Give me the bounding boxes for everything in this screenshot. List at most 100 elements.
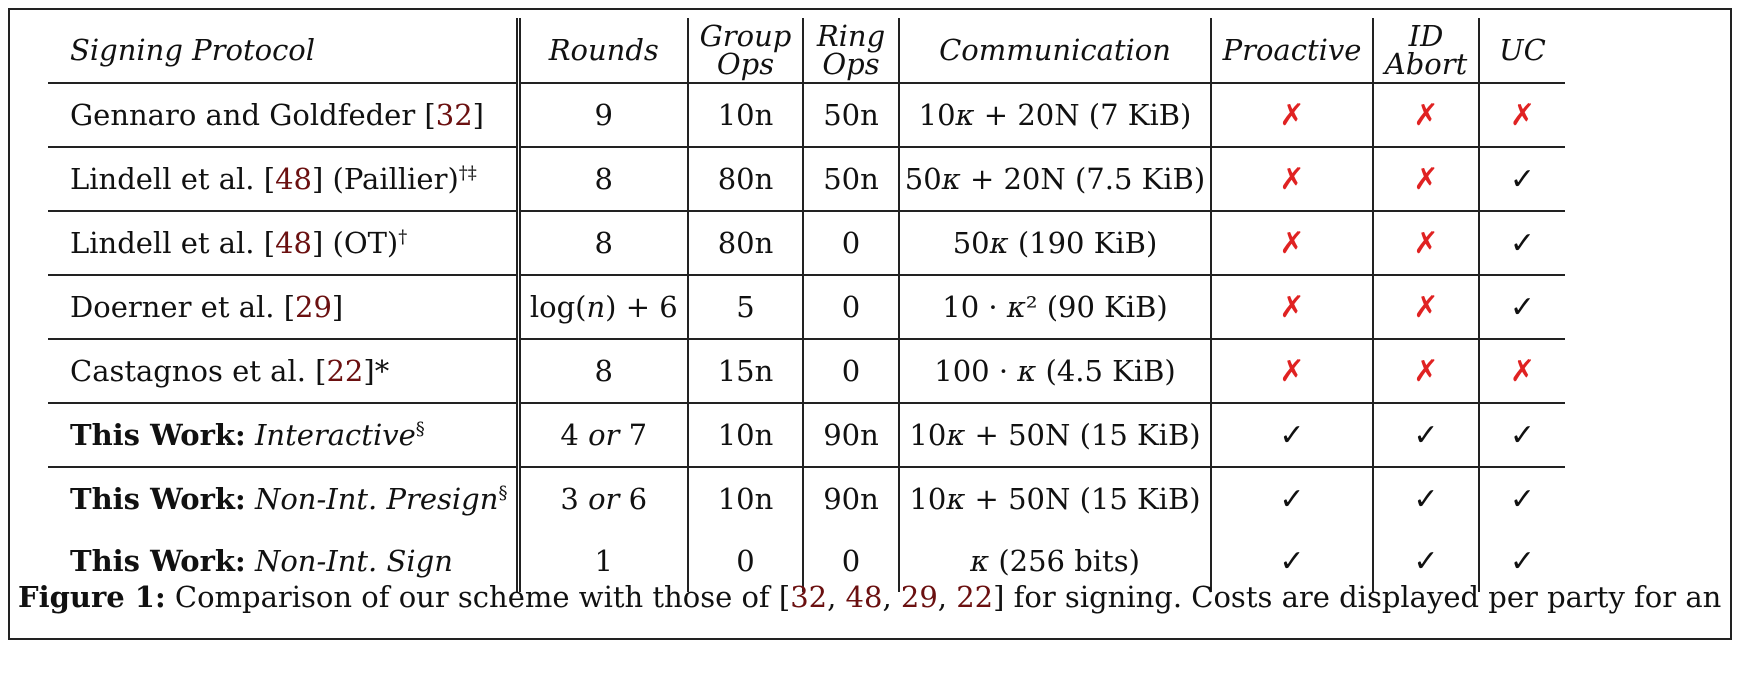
cross-mark-icon: ✗ xyxy=(1279,289,1305,325)
header-group-ops: Group Ops xyxy=(687,18,803,84)
proactive-cell: ✗ xyxy=(1210,147,1373,212)
table-row: Gennaro and Goldfeder [32] 9 10n 50n 10κ… xyxy=(48,83,1565,148)
caption-citation-link[interactable]: 48 xyxy=(845,580,883,614)
cross-mark-icon: ✗ xyxy=(1509,97,1536,133)
header-ring-ops: Ring Ops xyxy=(802,18,899,84)
header-signing-protocol: Signing Protocol xyxy=(48,18,518,84)
id-abort-cell: ✗ xyxy=(1372,147,1479,212)
header-uc: UC xyxy=(1478,18,1565,84)
rounds-cell: 4 or 7 xyxy=(515,403,688,468)
communication-cell: 10κ + 50N (15 KiB) xyxy=(898,403,1211,468)
communication-cell: 50κ + 20N (7.5 KiB) xyxy=(898,147,1211,212)
protocol-name: This Work: Interactive§ xyxy=(48,403,518,468)
caption-text-pre: Comparison of our scheme with those of [ xyxy=(174,580,791,614)
header-proactive: Proactive xyxy=(1210,18,1373,84)
group-ops-cell: 15n xyxy=(687,339,803,404)
citation-link[interactable]: 29 xyxy=(295,290,332,324)
check-mark-icon: ✓ xyxy=(1509,543,1536,579)
rounds-cell: 3 or 6 xyxy=(515,467,688,530)
citation-link[interactable]: 48 xyxy=(275,226,312,260)
caption-citation-link[interactable]: 29 xyxy=(900,580,938,614)
uc-cell: ✓ xyxy=(1478,211,1565,276)
group-ops-cell: 0 xyxy=(687,530,803,592)
check-mark-icon: ✓ xyxy=(1413,417,1439,453)
ring-ops-cell: 90n xyxy=(802,403,899,468)
citation-link[interactable]: 32 xyxy=(435,98,473,132)
this-work-row: This Work: Non-Int. Presign§ 3 or 6 10n … xyxy=(48,467,1565,530)
protocol-name: Lindell et al. [48] (Paillier)†‡ xyxy=(48,147,518,212)
id-abort-cell: ✓ xyxy=(1372,467,1479,530)
table-row: Castagnos et al. [22]* 8 15n 0 100 · κ (… xyxy=(48,339,1565,404)
communication-cell: 10κ + 20N (7 KiB) xyxy=(898,83,1211,148)
rounds-cell: log(n) + 6 xyxy=(515,275,688,340)
protocol-name: This Work: Non-Int. Sign xyxy=(70,544,453,578)
ring-ops-cell: 50n xyxy=(802,147,899,212)
id-abort-cell: ✗ xyxy=(1372,211,1479,276)
proactive-cell: ✗ xyxy=(1210,211,1373,276)
group-ops-cell: 5 xyxy=(687,275,803,340)
id-abort-cell: ✓ xyxy=(1372,403,1479,468)
header-id-abort: ID Abort xyxy=(1372,18,1479,84)
caption-citation-link[interactable]: 32 xyxy=(790,580,828,614)
ring-ops-cell: 0 xyxy=(802,211,899,276)
caption-citations: 32, 48, 29, 22 xyxy=(790,580,994,614)
id-abort-cell: ✗ xyxy=(1372,83,1479,148)
rounds-cell: 8 xyxy=(515,147,688,212)
caption-text-post: ] for signing. Costs are displayed per p… xyxy=(993,580,1722,614)
communication-cell: 10κ + 50N (15 KiB) xyxy=(898,467,1211,530)
this-work-row: This Work: Interactive§ 4 or 7 10n 90n 1… xyxy=(48,403,1565,468)
ring-ops-cell: 0 xyxy=(802,275,899,340)
communication-cell: 10 · κ² (90 KiB) xyxy=(898,275,1211,340)
check-mark-icon: ✓ xyxy=(1509,161,1536,197)
cross-mark-icon: ✗ xyxy=(1413,289,1439,325)
check-mark-icon: ✓ xyxy=(1413,543,1439,579)
proactive-cell: ✗ xyxy=(1210,339,1373,404)
check-mark-icon: ✓ xyxy=(1509,417,1536,453)
figure-frame xyxy=(8,8,1732,640)
table-row: Doerner et al. [29] log(n) + 6 5 0 10 · … xyxy=(48,275,1565,340)
proactive-cell: ✓ xyxy=(1210,403,1373,468)
protocol-name: Doerner et al. [29] xyxy=(48,275,518,340)
cross-mark-icon: ✗ xyxy=(1509,353,1536,389)
citation-link[interactable]: 22 xyxy=(326,354,364,388)
header-row: Signing Protocol Rounds Group Ops Ring Ops… xyxy=(48,18,1565,84)
group-ops-cell: 80n xyxy=(687,211,803,276)
rounds-cell: 9 xyxy=(515,83,688,148)
communication-cell: 100 · κ (4.5 KiB) xyxy=(898,339,1211,404)
cross-mark-icon: ✗ xyxy=(1279,225,1305,261)
cross-mark-icon: ✗ xyxy=(1413,225,1439,261)
uc-cell: ✗ xyxy=(1478,339,1565,404)
check-mark-icon: ✓ xyxy=(1279,543,1305,579)
cross-mark-icon: ✗ xyxy=(1413,161,1439,197)
id-abort-cell: ✗ xyxy=(1372,339,1479,404)
rounds-cell: 8 xyxy=(515,339,688,404)
id-abort-cell: ✓ xyxy=(1372,530,1479,592)
uc-cell: ✓ xyxy=(1478,275,1565,340)
header-communication: Communication xyxy=(898,18,1211,84)
cross-mark-icon: ✗ xyxy=(1413,97,1439,133)
ring-ops-cell: 0 xyxy=(802,339,899,404)
caption-citation-link[interactable]: 22 xyxy=(956,580,994,614)
proactive-cell: ✗ xyxy=(1210,83,1373,148)
citation-link[interactable]: 48 xyxy=(275,162,312,196)
proactive-cell: ✓ xyxy=(1210,530,1373,592)
rounds-cell: 1 xyxy=(515,530,688,592)
communication-cell: κ (256 bits) xyxy=(898,530,1211,592)
protocol-name: Gennaro and Goldfeder [32] xyxy=(48,83,518,148)
uc-cell: ✓ xyxy=(1478,467,1565,530)
protocol-name: Castagnos et al. [22]* xyxy=(48,339,518,404)
ring-ops-cell: 50n xyxy=(802,83,899,148)
group-ops-cell: 80n xyxy=(687,147,803,212)
cross-mark-icon: ✗ xyxy=(1413,353,1439,389)
comparison-table: Signing Protocol Rounds Group Ops Ring Ops… xyxy=(48,18,1565,592)
cross-mark-icon: ✗ xyxy=(1279,353,1305,389)
check-mark-icon: ✓ xyxy=(1509,225,1536,261)
ring-ops-cell: 0 xyxy=(802,530,899,592)
uc-cell: ✗ xyxy=(1478,83,1565,148)
protocol-name: Lindell et al. [48] (OT)† xyxy=(48,211,518,276)
rounds-cell: 8 xyxy=(515,211,688,276)
this-work-row: This Work: Non-Int. Sign 1 0 0 κ (256 bi… xyxy=(48,530,1565,592)
group-ops-cell: 10n xyxy=(687,403,803,468)
check-mark-icon: ✓ xyxy=(1413,481,1439,517)
header-rounds: Rounds xyxy=(515,18,688,84)
